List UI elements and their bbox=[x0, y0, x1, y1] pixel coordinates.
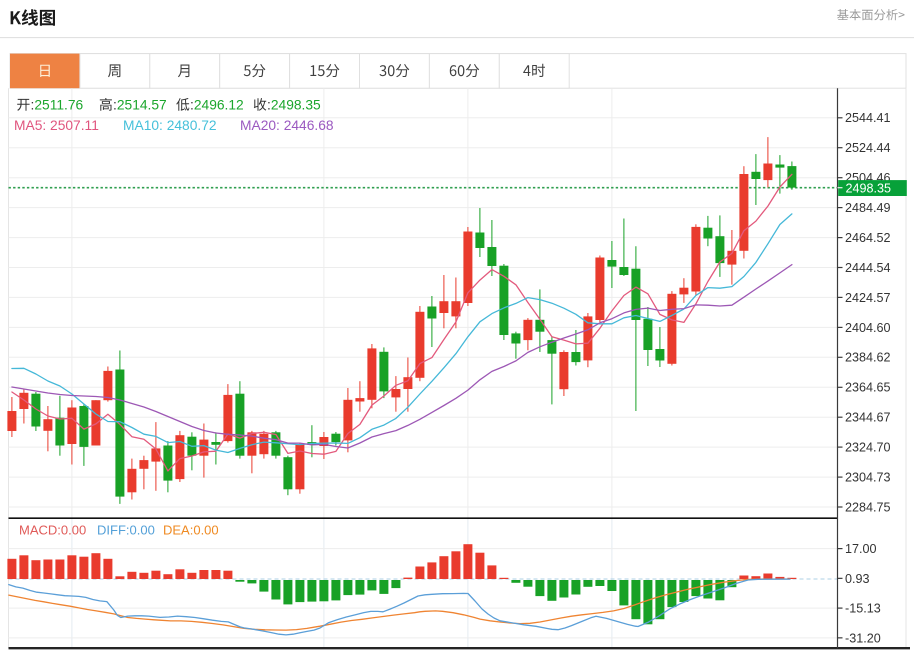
svg-text:-15.13: -15.13 bbox=[845, 602, 881, 616]
svg-text:MA10: 2480.72: MA10: 2480.72 bbox=[123, 118, 217, 133]
svg-text:MA5: 2507.11: MA5: 2507.11 bbox=[14, 118, 99, 133]
svg-text::2496.12: :2496.12 bbox=[190, 98, 244, 113]
svg-text:MACD:0.00: MACD:0.00 bbox=[19, 523, 86, 538]
svg-text:2364.65: 2364.65 bbox=[845, 381, 891, 395]
svg-text:2304.73: 2304.73 bbox=[845, 471, 891, 485]
svg-text:DEA:0.00: DEA:0.00 bbox=[163, 523, 219, 538]
svg-text:2384.62: 2384.62 bbox=[845, 351, 891, 365]
svg-text::2511.76: :2511.76 bbox=[31, 98, 84, 113]
svg-text:2524.44: 2524.44 bbox=[845, 141, 891, 155]
svg-text:17.00: 17.00 bbox=[845, 542, 877, 556]
svg-text:2464.52: 2464.52 bbox=[845, 231, 891, 245]
svg-text:2484.49: 2484.49 bbox=[845, 201, 891, 215]
svg-text:DIFF:0.00: DIFF:0.00 bbox=[97, 523, 155, 538]
svg-text::2498.35: :2498.35 bbox=[267, 98, 321, 113]
svg-text:MA20: 2446.68: MA20: 2446.68 bbox=[240, 118, 334, 133]
svg-text:2498.35: 2498.35 bbox=[846, 181, 892, 195]
svg-text:2284.75: 2284.75 bbox=[845, 500, 891, 514]
svg-text::2514.57: :2514.57 bbox=[113, 98, 167, 113]
svg-text:2544.41: 2544.41 bbox=[845, 111, 891, 125]
svg-text:0.93: 0.93 bbox=[845, 572, 870, 586]
svg-text:2424.57: 2424.57 bbox=[845, 291, 891, 305]
svg-text:-31.20: -31.20 bbox=[845, 631, 881, 645]
svg-text:2444.54: 2444.54 bbox=[845, 261, 891, 275]
svg-text:2344.67: 2344.67 bbox=[845, 411, 891, 425]
svg-text:2404.60: 2404.60 bbox=[845, 321, 891, 335]
svg-text:2324.70: 2324.70 bbox=[845, 441, 891, 455]
